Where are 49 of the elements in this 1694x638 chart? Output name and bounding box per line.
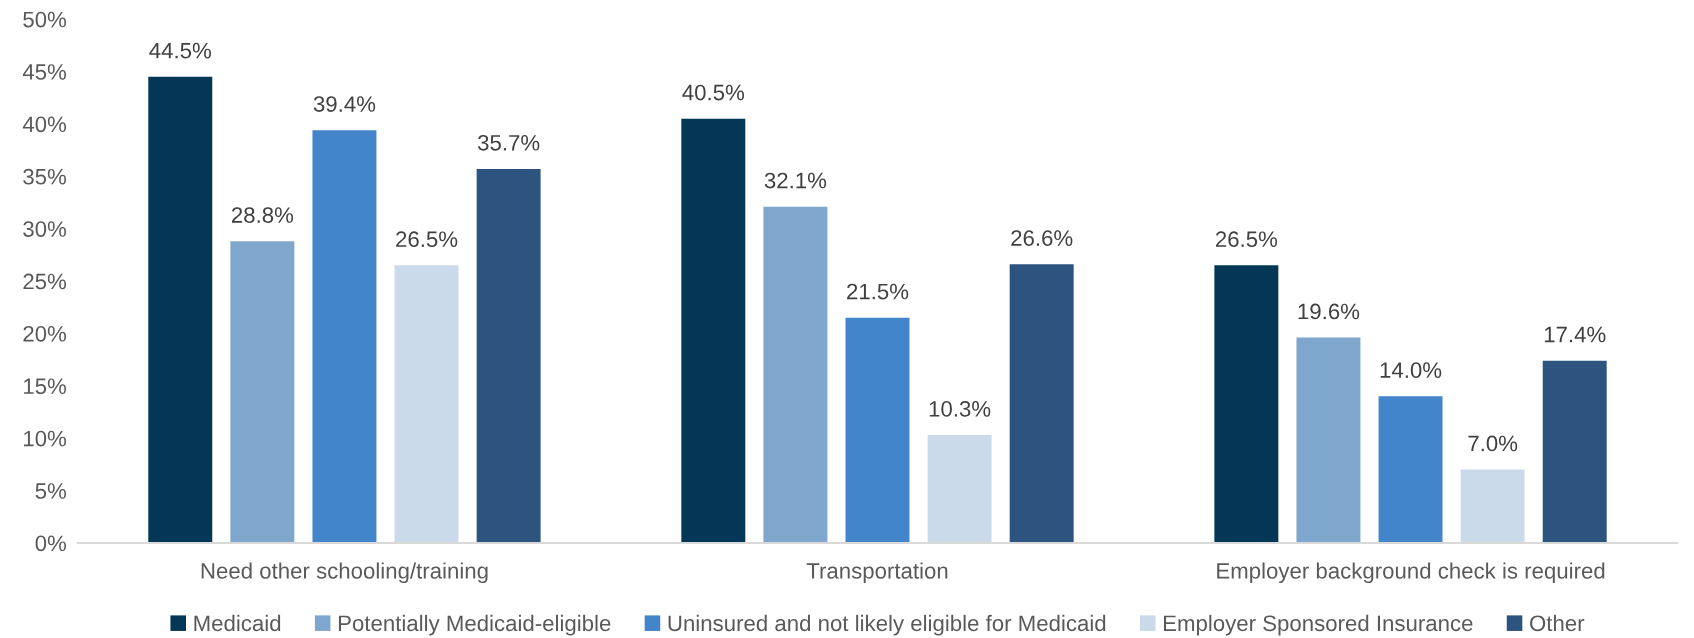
bar — [1378, 396, 1443, 543]
data-label: 14.0% — [1380, 362, 1442, 378]
data-label: 39.4% — [313, 96, 376, 112]
y-tick-label: 40% — [22, 116, 67, 133]
data-label: 19.6% — [1298, 303, 1360, 320]
legend-label: Other — [1530, 614, 1585, 632]
data-label: 44.5% — [149, 42, 211, 59]
data-label: 26.5% — [1215, 231, 1278, 248]
legend-label: Employer Sponsored Insurance — [1163, 614, 1473, 636]
bar — [230, 241, 295, 543]
bar — [476, 168, 541, 543]
bar — [1460, 469, 1525, 543]
data-label: 40.5% — [682, 84, 745, 101]
y-tick-label: 0% — [35, 535, 67, 552]
y-tick-label: 30% — [23, 221, 67, 237]
bar — [1296, 337, 1361, 543]
y-tick-label: 45% — [22, 64, 67, 80]
data-label: 28.8% — [231, 207, 294, 223]
y-tick-label: 10% — [24, 430, 67, 447]
bar — [927, 435, 992, 543]
data-label: 10.3% — [929, 401, 991, 417]
data-label: 32.1% — [764, 172, 827, 189]
y-tick-label: 50% — [23, 11, 67, 28]
legend-label: Medicaid — [194, 614, 281, 632]
data-label: 7.0% — [1468, 435, 1518, 452]
legend-label: Uninsured and not likely eligible for Medicaid — [668, 614, 1106, 636]
bar — [1009, 264, 1074, 543]
bar — [681, 118, 746, 543]
data-label: 21.5% — [847, 283, 909, 300]
data-label: 17.4% — [1544, 326, 1606, 343]
bar — [394, 265, 459, 543]
y-tick-label: 35% — [23, 168, 67, 185]
bar — [312, 130, 377, 543]
data-label: 26.6% — [1011, 230, 1073, 246]
x-tick-label: Transportation — [806, 562, 948, 584]
y-tick-label: 15% — [24, 378, 67, 395]
x-tick-label: Employer background check is required — [1217, 562, 1605, 584]
bar — [845, 317, 910, 543]
bar — [763, 206, 828, 543]
bar — [148, 76, 213, 543]
data-label: 35.7% — [477, 134, 540, 151]
x-tick-label: Need other schooling/training — [201, 562, 488, 584]
data-label: 26.5% — [396, 231, 458, 248]
bar — [1542, 360, 1607, 543]
y-tick-label: 5% — [35, 483, 67, 499]
y-tick-label: 20% — [23, 325, 67, 342]
bar — [1214, 265, 1279, 543]
legend-label: Potentially Medicaid-eligible — [338, 614, 611, 636]
y-tick-label: 25% — [23, 273, 67, 290]
